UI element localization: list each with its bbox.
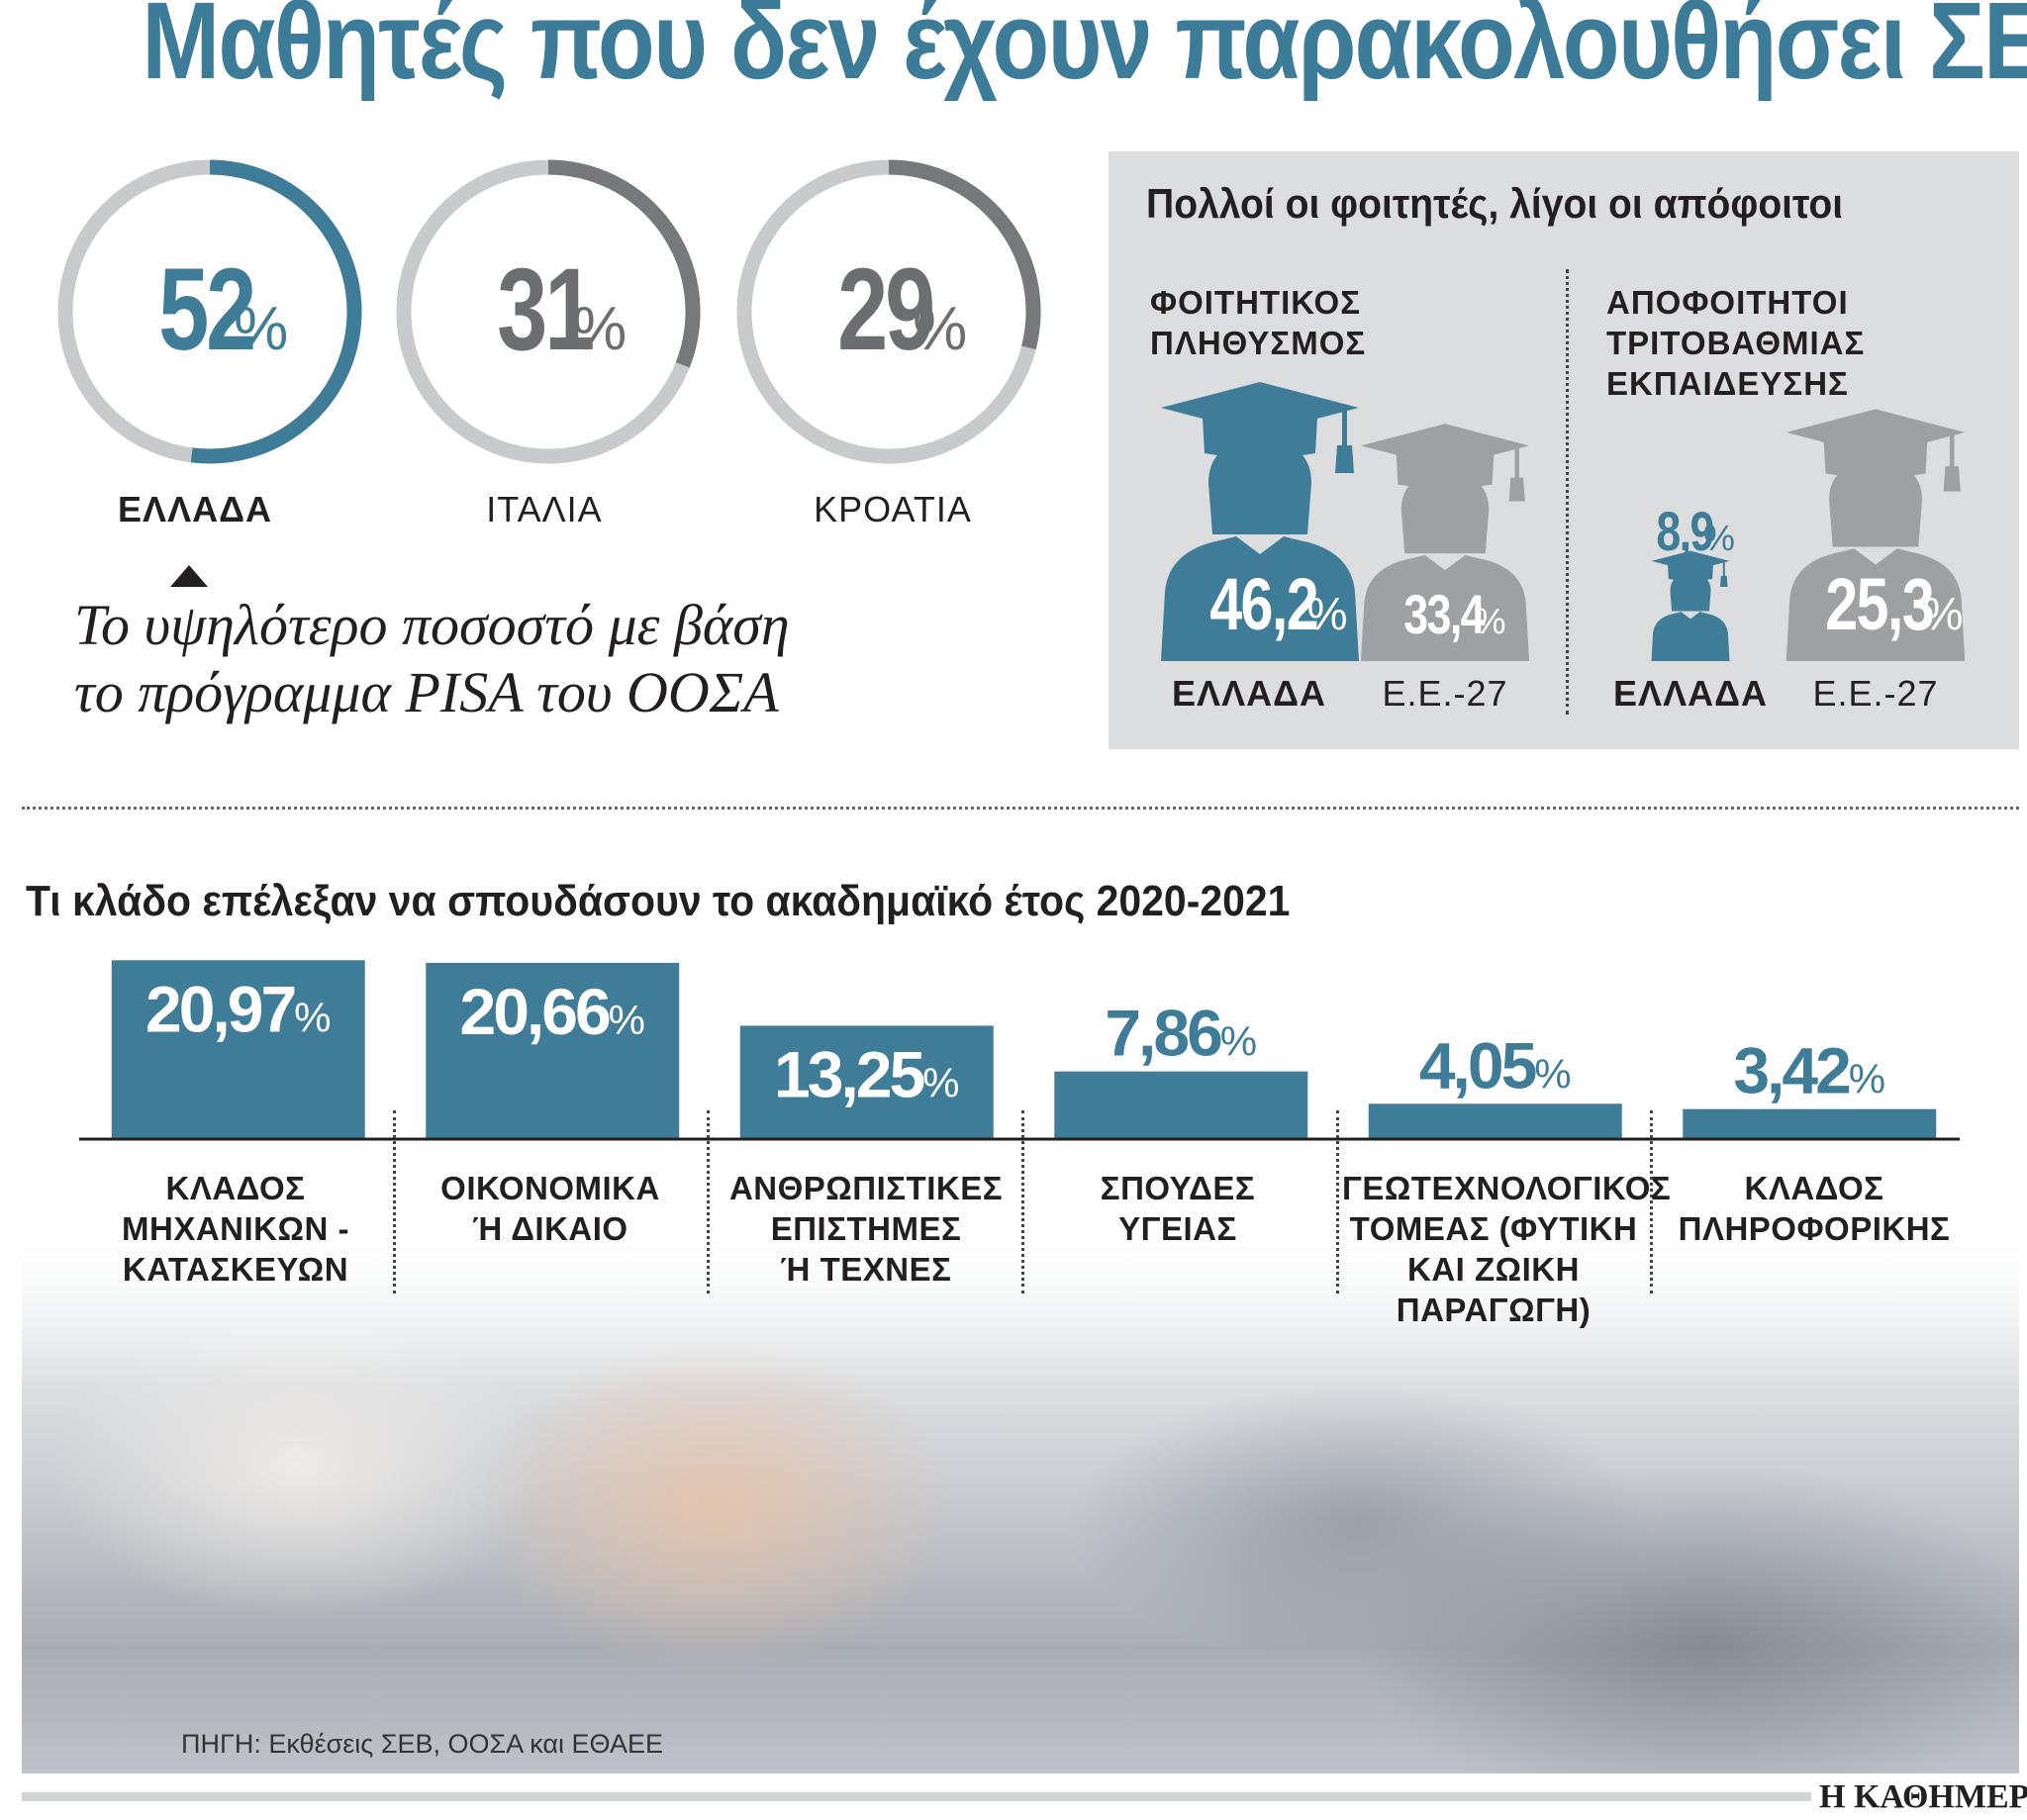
tertiary-graduates-heading-line-3: ΕΚΠΑΙΔΕΥΣΗΣ <box>1606 365 1849 402</box>
category-divider <box>1021 1110 1024 1293</box>
category-label-informatics: ΚΛΑΔΟΣ ΠΛΗΡΟΦΟΡΙΚΗΣ <box>1678 1170 1951 1247</box>
grads-eu-value: 25,3% <box>1824 563 1964 645</box>
category-divider <box>1336 1110 1339 1293</box>
pisa-note-line-1: Το υψηλότερο ποσοστό με βάση <box>74 593 790 657</box>
graduate-icon-students-eu-part <box>1508 477 1525 502</box>
graduate-icon-students-eu-part <box>1400 472 1490 554</box>
pisa-note-line-2: το πρόγραμμα PISA του ΟΟΣΑ <box>74 660 779 724</box>
bar-value-label-1: 20,66% <box>459 975 645 1048</box>
bar-5 <box>1683 1108 1937 1138</box>
donut-italy-ring <box>396 159 701 464</box>
bar-3 <box>1054 1071 1308 1138</box>
graduate-icon-students-eu-part <box>1360 554 1530 661</box>
category-label-humanities-arts: ΑΝΘΡΩΠΙΣΤΙΚΕΣ ΕΠΙΣΤΗΜΕΣ Ή ΤΕΧΝΕΣ <box>728 1170 1004 1288</box>
donut-italy-value: 31 <box>496 244 595 375</box>
pisa-note: Το υψηλότερο ποσοστό με βάση το πρόγραμμ… <box>74 592 866 726</box>
donut-italy: 31% <box>390 153 707 470</box>
donut-croatia: 29% <box>730 153 1047 470</box>
graduate-icon-grads-eu-part <box>1786 409 1966 456</box>
grads-eu-label: Ε.Ε.-27 <box>1812 673 1939 714</box>
students-eu-value: 33,4% <box>1403 583 1506 645</box>
graduate-icon-students-greece-part <box>1335 445 1354 473</box>
students-eu-label: Ε.Ε.-27 <box>1382 673 1508 714</box>
donut-arc <box>190 159 362 464</box>
student-population-heading-line-1: ΦΟΙΤΗΤΙΚΟΣ <box>1150 284 1362 321</box>
donut-italy-unit: % <box>572 295 627 363</box>
graduate-icon-students-greece <box>1161 382 1359 661</box>
graduate-icon-students-greece-part <box>1342 408 1347 447</box>
donut-arc <box>547 159 701 368</box>
graduate-icon-grads-greece-part <box>1670 573 1711 612</box>
donut-greece-unit: % <box>234 295 289 363</box>
student-population-heading: ΦΟΙΤΗΤΙΚΟΣ ΠΛΗΘΥΣΜΟΣ <box>1150 282 1366 363</box>
bar-value-label-4: 4,05% <box>1419 1028 1572 1102</box>
bar-chart: 20,97% 20,66% 13,25% 7,86% 4,05% 3,42% <box>79 960 1960 1141</box>
panel-title: Πολλοί οι φοιτητές, λίγοι οι απόφοιτοι <box>1146 180 1844 227</box>
category-divider <box>393 1110 396 1293</box>
bar-value-label-2: 13,25% <box>774 1037 960 1110</box>
bar-value-label-3: 7,86% <box>1105 997 1257 1070</box>
section-separator <box>22 807 2019 810</box>
donut-greece-ring <box>57 159 362 464</box>
bar-4 <box>1368 1103 1622 1138</box>
graduate-icons <box>1161 382 1966 661</box>
graduate-icon-grads-greece-part <box>1668 564 1713 582</box>
graduate-icon-students-eu-part <box>1514 445 1519 480</box>
up-arrow-icon <box>170 565 208 587</box>
bar-chart-title: Τι κλάδο επέλεξαν να σπουδάσουν το ακαδη… <box>26 877 1291 925</box>
photo-fade <box>22 1148 2019 1386</box>
graduate-icon-grads-eu-part <box>1823 440 1928 478</box>
country-label-croatia: ΚΡΟΑΤΙΑ <box>814 489 972 529</box>
student-population-heading-line-2: ΠΛΗΘΥΣΜΟΣ <box>1150 325 1367 361</box>
graduate-icon-grads-greece-part <box>1722 560 1725 577</box>
category-divider <box>1650 1110 1653 1293</box>
brand-logo: Η ΚΑΘΗΜΕΡΙΝΗ <box>1819 1778 2027 1815</box>
graduate-icon-grads-greece <box>1651 550 1730 661</box>
category-label-engineering: ΚΛΑΔΟΣ ΜΗΧΑΝΙΚΩΝ - ΚΑΤΑΣΚΕΥΩΝ <box>122 1170 349 1288</box>
graduate-icon-students-eu <box>1360 424 1530 661</box>
graduate-icon-grads-eu-part <box>1786 548 1966 661</box>
graduate-icon-grads-eu-part <box>1829 460 1922 547</box>
graduate-icon-students-greece-part <box>1208 439 1311 534</box>
tertiary-graduates-heading-line-2: ΤΡΙΤΟΒΑΘΜΙΑΣ <box>1606 325 1866 361</box>
country-label-italy: ΙΤΑΛΙΑ <box>486 489 603 529</box>
graduate-icon-grads-eu <box>1786 409 1966 661</box>
panel-divider <box>1566 269 1569 715</box>
bar-value-label-5: 3,42% <box>1733 1034 1885 1107</box>
bar-1 <box>426 962 680 1138</box>
graduate-icon-students-greece-part <box>1161 536 1359 661</box>
donut-croatia-unit: % <box>913 295 968 363</box>
students-greece-value: 46,2% <box>1208 563 1348 645</box>
country-label-greece: ΕΛΛΑΔΑ <box>118 489 272 529</box>
donut-croatia-ring <box>736 159 1041 464</box>
graduate-icon-grads-eu-part <box>1949 431 1955 468</box>
source-note: ΠΗΓΗ: Εκθέσεις ΣΕΒ, ΟΟΣΑ και ΕΘΑΕΕ <box>181 1729 664 1759</box>
bar-value-label-0: 20,97% <box>145 972 332 1045</box>
donut-greece-value: 52 <box>157 244 256 375</box>
graduate-icon-students-eu-part <box>1396 453 1495 489</box>
page-title: Μαθητές που δεν έχουν παρακολουθήσει ΣΕΠ <box>142 0 2027 102</box>
bottom-rule <box>22 1792 1811 1801</box>
donut-greece: 52% <box>51 153 368 470</box>
bar-2 <box>739 1025 994 1138</box>
graduate-icon-students-greece-part <box>1203 418 1317 458</box>
graduate-icon-grads-eu-part <box>1943 466 1961 492</box>
grads-greece-label: ΕΛΛΑΔΑ <box>1613 673 1768 714</box>
category-label-economics-law: ΟΙΚΟΝΟΜΙΚΑ Ή ΔΙΚΑΙΟ <box>440 1170 660 1247</box>
graduate-icon-students-eu-part <box>1360 424 1530 468</box>
students-greece-label: ΕΛΛΑΔΑ <box>1172 673 1326 714</box>
bar-0 <box>111 960 365 1138</box>
category-label-geotechnical: ΓΕΩΤΕΧΝΟΛΟΓΙΚΟΣ ΤΟΜΕΑΣ (ΦΥΤΙΚΗ ΚΑΙ ΖΩΙΚΗ… <box>1342 1170 1672 1328</box>
donut-croatia-value: 29 <box>836 244 935 375</box>
category-label-health: ΣΠΟΥΔΕΣ ΥΓΕΙΑΣ <box>1100 1170 1256 1247</box>
category-divider <box>707 1110 710 1293</box>
tertiary-graduates-heading-line-1: ΑΠΟΦΟΙΤΗΤΟΙ <box>1606 284 1849 321</box>
donut-arc <box>888 159 1041 350</box>
tertiary-graduates-heading: ΑΠΟΦΟΙΤΗΤΟΙ ΤΡΙΤΟΒΑΘΜΙΑΣ ΕΚΠΑΙΔΕΥΣΗΣ <box>1606 282 1865 404</box>
grads-greece-value: 8,9% <box>1656 500 1735 562</box>
graduate-icon-grads-greece-part <box>1720 575 1728 587</box>
graduate-icon-grads-greece-part <box>1651 612 1730 661</box>
